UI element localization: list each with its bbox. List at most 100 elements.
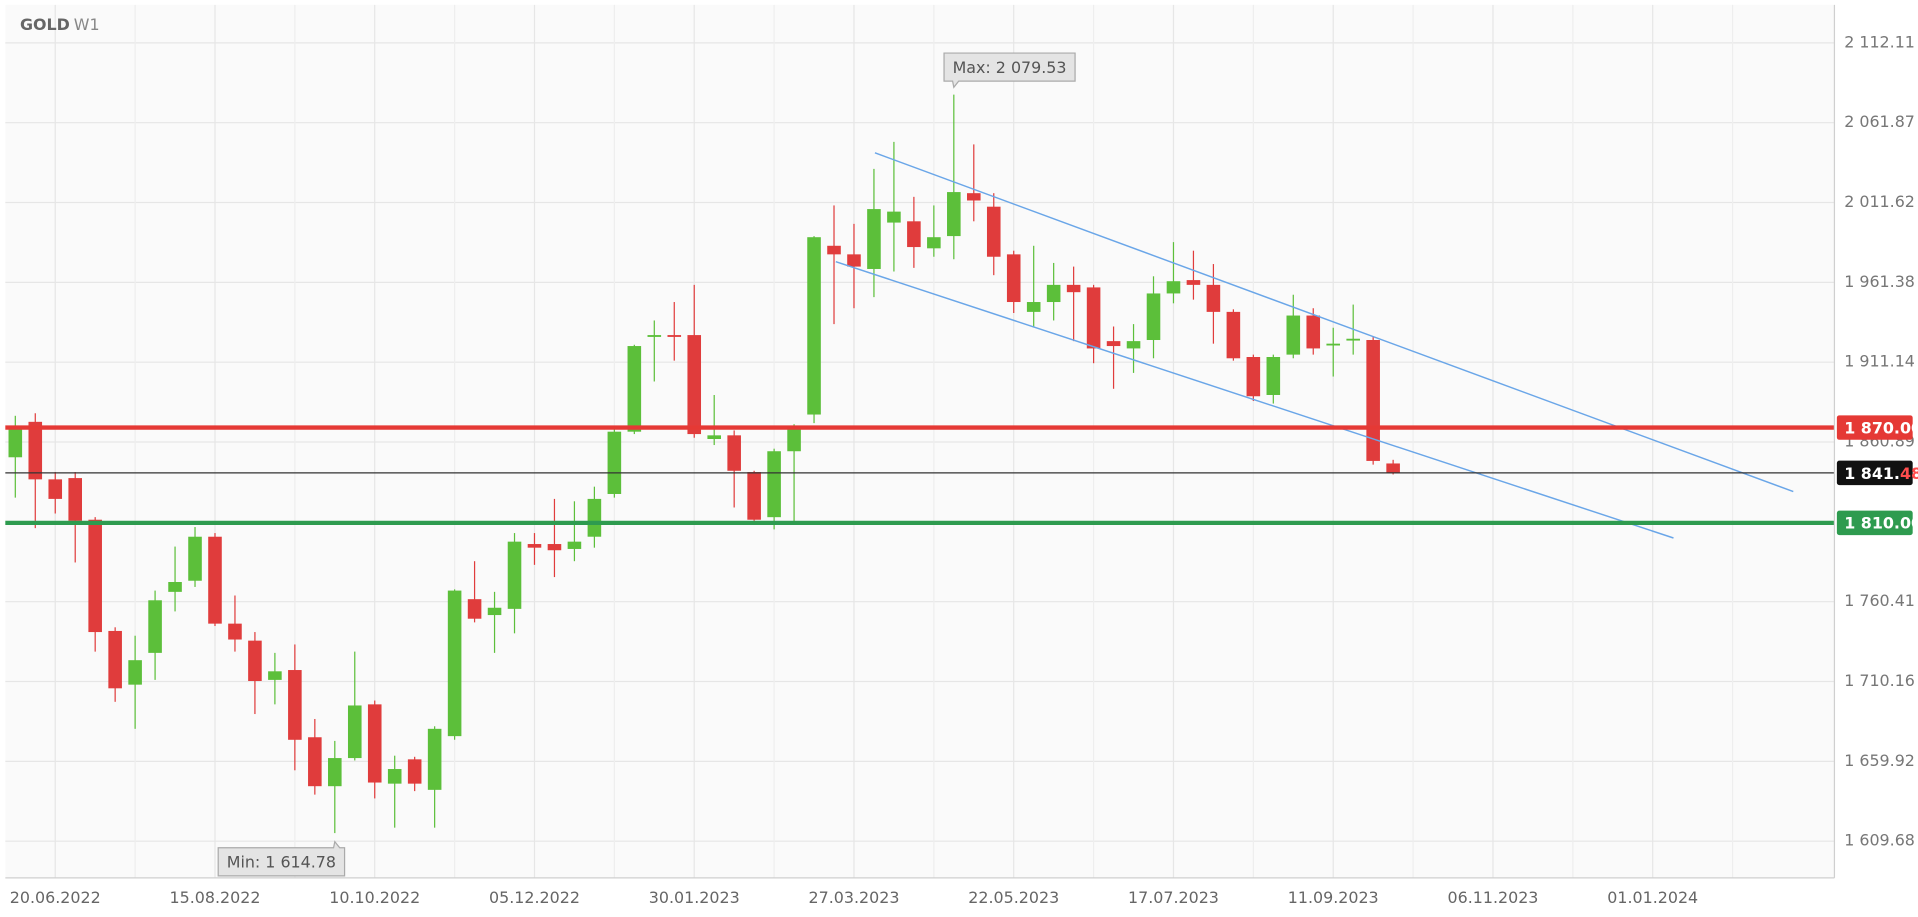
- candle-body: [947, 192, 961, 237]
- candle-body: [407, 759, 422, 784]
- candle-body: [567, 541, 582, 549]
- candle-body: [427, 728, 442, 790]
- plot-area: [5, 4, 1835, 878]
- candle-body: [507, 541, 522, 609]
- candle-body: [927, 237, 941, 249]
- candle-body: [28, 421, 43, 480]
- y-tick-label: 2 112.11: [1844, 32, 1915, 51]
- candle-body: [467, 599, 482, 619]
- trend-line: [835, 260, 1674, 539]
- candle-body: [1286, 315, 1301, 355]
- candle-body: [228, 623, 242, 640]
- candle-body: [827, 245, 841, 255]
- y-tick-label: 2 061.87: [1844, 112, 1915, 131]
- candle-body: [68, 478, 82, 521]
- x-tick-label: 11.09.2023: [1288, 888, 1379, 907]
- level-label: 1 870.00: [1844, 418, 1918, 437]
- x-tick-label: 20.06.2022: [10, 888, 101, 907]
- candle-body: [108, 630, 122, 689]
- candle-body: [847, 254, 861, 267]
- candle-body: [1166, 281, 1181, 294]
- candle-body: [387, 769, 402, 784]
- candle-body: [367, 704, 382, 783]
- candle-body: [1006, 254, 1021, 303]
- candle-body: [268, 671, 282, 680]
- candle-body: [747, 472, 761, 520]
- candle-body: [347, 705, 362, 759]
- candle-body: [168, 582, 182, 592]
- candle-body: [447, 590, 462, 737]
- candle-body: [727, 435, 741, 471]
- last-price-label: 1 841.48: [1844, 464, 1918, 483]
- last-price-box: [1836, 460, 1913, 486]
- x-tick-label: 05.12.2022: [489, 888, 580, 907]
- candle-body: [767, 451, 781, 518]
- y-tick-label: 1 760.41: [1844, 591, 1915, 610]
- candle-body: [248, 640, 262, 682]
- candle-body: [1126, 341, 1141, 349]
- candle-body: [328, 758, 342, 787]
- candle-body: [1086, 287, 1101, 349]
- x-tick-label: 15.08.2022: [170, 888, 261, 907]
- x-tick-label: 27.03.2023: [809, 888, 900, 907]
- candle-body: [1386, 463, 1400, 473]
- candle-body: [1266, 357, 1281, 395]
- last-price-fraction: 48: [1900, 464, 1918, 483]
- candle-body: [48, 479, 63, 499]
- candle-body: [188, 536, 202, 581]
- x-tick-label: 10.10.2022: [329, 888, 420, 907]
- candle-body: [128, 660, 142, 685]
- candle-body: [1206, 284, 1221, 312]
- y-tick-label: 1 659.92: [1844, 751, 1915, 770]
- candle-body: [986, 206, 1001, 257]
- candle-body: [1066, 284, 1081, 293]
- level-label: 1 810.00: [1844, 514, 1918, 533]
- candle-body: [1046, 284, 1061, 303]
- y-tick-label: 1 609.68: [1844, 831, 1915, 850]
- candle-body: [1106, 341, 1121, 347]
- candle-body: [547, 544, 562, 551]
- overlay: 1 609.681 659.921 710.161 760.411 860.89…: [5, 32, 1918, 907]
- candle-body: [208, 536, 222, 624]
- candle-body: [627, 346, 642, 432]
- candle-body: [887, 211, 901, 223]
- candle-body: [787, 426, 801, 452]
- grid: [5, 4, 1835, 878]
- timeframe: W1: [74, 15, 100, 34]
- level-box: [1836, 415, 1913, 440]
- candle-body: [1186, 280, 1201, 285]
- x-tick-label: 17.07.2023: [1128, 888, 1219, 907]
- x-tick-label: 01.01.2024: [1607, 888, 1698, 907]
- candle-body: [667, 335, 682, 337]
- candle-body: [1346, 338, 1360, 341]
- candle-body: [1366, 340, 1380, 461]
- trend-line: [874, 152, 1794, 493]
- candle-body: [607, 431, 622, 494]
- y-tick-label: 2 011.62: [1844, 192, 1915, 211]
- marks: [8, 94, 1400, 834]
- candle-body: [687, 335, 702, 435]
- candle-body: [148, 600, 162, 653]
- extreme-label: Max: 2 079.53: [953, 58, 1067, 77]
- candle-body: [907, 221, 921, 248]
- candle-body: [8, 425, 23, 458]
- candle-body: [288, 670, 302, 740]
- x-tick-label: 22.05.2023: [968, 888, 1059, 907]
- y-tick-label: 1 961.38: [1844, 272, 1915, 291]
- candle-body: [587, 498, 602, 537]
- candle-body: [707, 435, 721, 439]
- candle-body: [1246, 357, 1261, 397]
- y-tick-label: 1 710.16: [1844, 671, 1915, 690]
- candle-body: [88, 519, 102, 633]
- candle-body: [807, 237, 821, 415]
- level-box: [1836, 510, 1913, 536]
- extreme-callout: [217, 840, 346, 877]
- candle-body: [308, 737, 322, 787]
- y-tick-label: 1 911.14: [1844, 352, 1915, 371]
- candle-body: [487, 607, 502, 616]
- symbol: GOLD: [20, 15, 70, 34]
- extreme-label: Min: 1 614.78: [227, 853, 336, 872]
- candle-body: [867, 209, 881, 269]
